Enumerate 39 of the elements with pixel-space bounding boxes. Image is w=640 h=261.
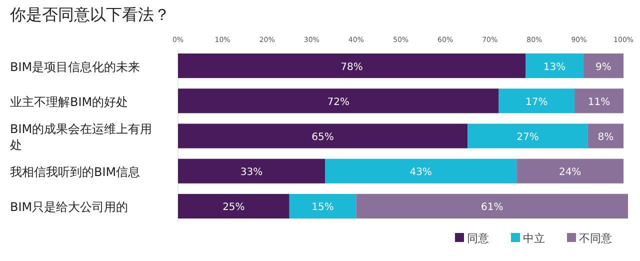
data-label: 25% [222, 202, 245, 214]
data-label: 24% [558, 167, 582, 178]
data-label: 33% [240, 167, 263, 178]
chart-title: 你是否同意以下看法？ [9, 5, 170, 24]
bar [588, 124, 624, 148]
legend-label: 同意 [467, 232, 489, 245]
bar [178, 54, 526, 78]
y-tick-label: BIM的成果会在运维上有用处 [10, 122, 152, 152]
bar [178, 194, 290, 218]
y-tick-label: BIM只是给大公司用的 [10, 200, 128, 214]
data-label: 8% [598, 132, 614, 143]
legend-label: 中立 [523, 232, 545, 245]
bar [498, 88, 575, 114]
bar [583, 54, 624, 78]
bar [178, 88, 499, 114]
bar [356, 194, 628, 218]
bar [178, 158, 326, 184]
data-label: 15% [312, 202, 334, 214]
bar [574, 88, 624, 114]
data-label: 65% [312, 132, 334, 143]
bar [526, 54, 584, 78]
bar [468, 124, 588, 148]
data-label: 61% [480, 202, 504, 214]
data-label: 11% [588, 96, 610, 108]
data-label: 13% [543, 62, 566, 73]
bar [325, 158, 517, 184]
data-label: 78% [340, 62, 363, 73]
bar [178, 124, 468, 148]
data-label: 43% [410, 167, 432, 178]
legend-label: 不同意 [579, 232, 612, 245]
data-label: 17% [526, 96, 548, 108]
bar [289, 194, 356, 218]
data-label: 72% [327, 96, 350, 108]
y-tick-label: BIM是项目信息化的未来 [10, 60, 140, 74]
y-tick-label: 我相信我听到的BIM信息 [10, 165, 140, 180]
y-tick-label: 业主不理解BIM的好处 [10, 94, 128, 109]
data-label: 9% [596, 62, 612, 73]
data-label: 27% [516, 132, 539, 143]
bar [516, 158, 624, 184]
